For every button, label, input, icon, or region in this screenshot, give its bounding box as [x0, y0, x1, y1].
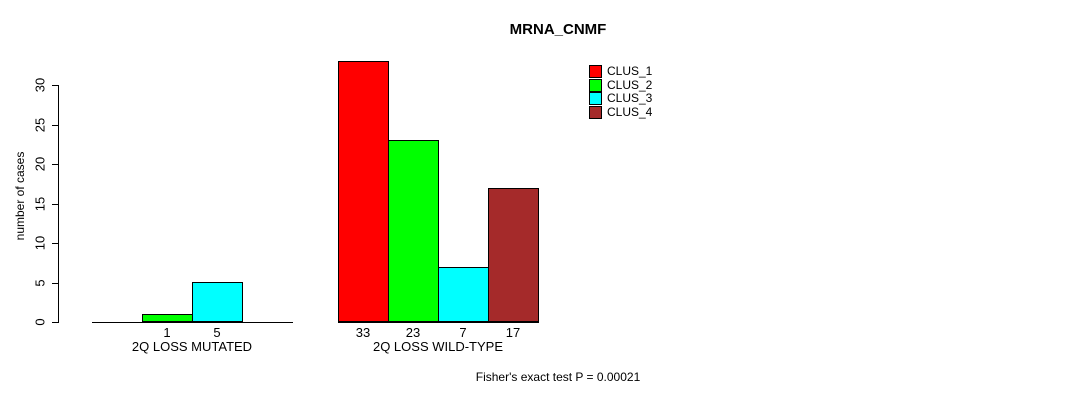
legend-row: CLUS_4: [589, 104, 653, 119]
group-label: 2Q LOSS WILD-TYPE: [372, 339, 504, 354]
y-axis-tick-label: 25: [32, 117, 48, 133]
bar-clus-1-group-1: [338, 61, 389, 322]
y-axis-label: number of cases: [13, 151, 27, 241]
y-axis-tick-label: 20: [32, 156, 48, 172]
legend-label: CLUS_3: [607, 91, 653, 105]
bar-value-label: 5: [213, 325, 221, 340]
y-axis-tick: [52, 125, 58, 126]
legend-label: CLUS_1: [607, 64, 653, 78]
y-axis-tick-label: 15: [32, 196, 48, 212]
y-axis-tick: [52, 243, 58, 244]
legend-swatch-clus-4: [589, 105, 602, 119]
y-axis-line: [58, 85, 59, 323]
bar-value-label: 17: [505, 325, 521, 340]
bar-clus-2-group-1: [388, 140, 439, 322]
bar-clus-4-group-1: [488, 188, 539, 322]
y-axis-tick: [52, 85, 58, 86]
x-axis-baseline: [338, 322, 539, 323]
y-axis-tick: [52, 204, 58, 205]
legend-swatch-clus-1: [589, 65, 602, 78]
y-axis-tick-label: 5: [32, 279, 48, 287]
bar-value-label: 1: [163, 325, 171, 340]
y-axis-tick: [52, 164, 58, 165]
legend-swatch-clus-2: [589, 78, 602, 92]
legend-row: CLUS_3: [589, 92, 652, 105]
bar-value-label: 7: [459, 325, 467, 340]
y-axis-tick-label: 0: [32, 318, 48, 326]
legend-swatch-clus-3: [589, 92, 602, 105]
legend-label: CLUS_4: [607, 104, 653, 119]
y-axis-tick: [52, 322, 58, 323]
legend-label: CLUS_2: [607, 77, 653, 92]
stat-annotation: Fisher's exact test P = 0.00021: [475, 370, 641, 384]
bar-clus-3-group-1: [438, 267, 489, 322]
legend-row: CLUS_1: [589, 65, 652, 78]
bar-clus-2-group-0: [142, 314, 193, 322]
y-axis-tick: [52, 283, 58, 284]
chart-legend: CLUS_1 CLUS_2 CLUS_3 CLUS_4: [589, 65, 652, 119]
x-axis-baseline: [92, 322, 293, 323]
chart-title: MRNA_CNMF: [509, 21, 607, 38]
bar-clus-3-group-0: [192, 282, 243, 322]
group-label: 2Q LOSS MUTATED: [131, 339, 253, 354]
y-axis-tick-label: 10: [32, 235, 48, 251]
bar-value-label: 33: [355, 325, 371, 340]
bar-value-label: 23: [405, 325, 421, 340]
y-axis-tick-label: 30: [32, 77, 48, 93]
legend-row: CLUS_2: [589, 77, 653, 92]
